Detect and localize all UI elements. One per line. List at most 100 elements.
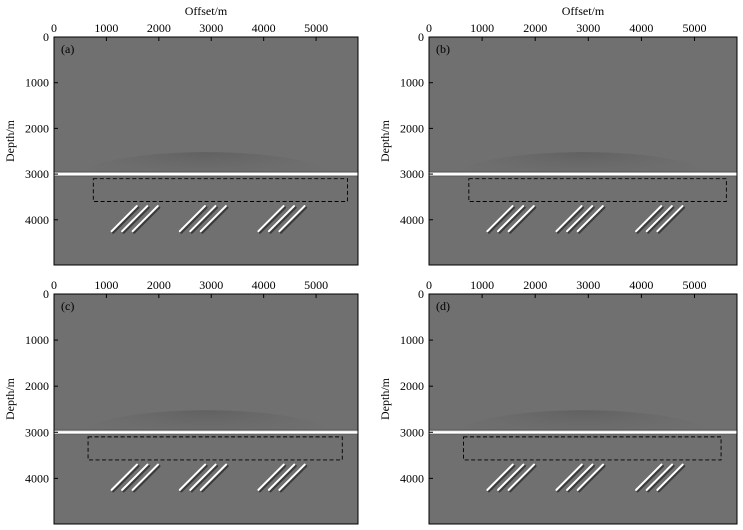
panel-c: 0 1000 2000 3000 4000 5000 0 1000 2000 3000 4000 De… bbox=[3, 278, 359, 525]
y-tick-label: 1000 bbox=[25, 76, 49, 90]
y-tick-label: 4000 bbox=[400, 213, 424, 227]
x-axis-title: Offset/m bbox=[185, 4, 228, 18]
fault-event bbox=[267, 205, 296, 233]
panel-frame bbox=[428, 293, 738, 525]
fault-shadow bbox=[279, 206, 308, 234]
fault-shadow bbox=[269, 464, 297, 493]
image-content bbox=[429, 410, 737, 493]
highlight-dashed-box bbox=[468, 178, 727, 202]
x-tick-label: 3000 bbox=[576, 21, 600, 35]
x-tick-label: 2000 bbox=[523, 21, 547, 35]
reflector-shadow bbox=[78, 410, 334, 463]
fault-event bbox=[110, 463, 139, 491]
fault-shadow bbox=[657, 464, 686, 493]
fault-shadow bbox=[647, 464, 675, 493]
x-tick-label: 5000 bbox=[304, 278, 328, 292]
panel-label: (c) bbox=[61, 299, 74, 313]
fault-event bbox=[497, 205, 525, 233]
fault-event bbox=[189, 463, 217, 491]
fault-shadow bbox=[567, 464, 596, 493]
x-tick-label: 2000 bbox=[147, 21, 171, 35]
y-tick-label: 4000 bbox=[400, 471, 424, 485]
fault-event bbox=[507, 205, 535, 233]
fault-shadow bbox=[636, 464, 665, 493]
x-tick-label: 3000 bbox=[199, 278, 223, 292]
y-tick-label: 3000 bbox=[25, 167, 49, 181]
x-tick-label: 2000 bbox=[523, 278, 547, 292]
fault-event bbox=[486, 463, 514, 491]
fault-event bbox=[555, 205, 583, 233]
fault-shadow bbox=[567, 206, 595, 234]
fault-event bbox=[278, 205, 306, 233]
x-tick-label: 1000 bbox=[94, 21, 118, 35]
panel-b: 0 1000 2000 3000 4000 5000 0 1000 2000 3000 4000 Of… bbox=[378, 4, 738, 266]
fault-event bbox=[199, 463, 228, 491]
image-content bbox=[54, 410, 358, 493]
fault-shadow bbox=[180, 206, 208, 234]
reflector-event bbox=[54, 171, 358, 177]
fault-event bbox=[257, 205, 285, 233]
x-tick-label: 3000 bbox=[199, 21, 223, 35]
panel-d: 0 1000 2000 3000 4000 5000 0 1000 2000 3000 4000 De… bbox=[378, 278, 738, 525]
reflector-shadow bbox=[453, 152, 713, 205]
x-tick-label: 5000 bbox=[304, 21, 328, 35]
highlight-dashed-box bbox=[463, 436, 722, 461]
y-tick-label: 1000 bbox=[25, 333, 49, 347]
fault-shadow bbox=[498, 206, 526, 234]
reflector-event bbox=[54, 429, 358, 435]
y-axis-title: Depth/m bbox=[378, 119, 392, 162]
fault-shadow bbox=[201, 464, 229, 493]
y-tick-label: 3000 bbox=[25, 425, 49, 439]
fault-event bbox=[645, 463, 674, 491]
fault-shadow bbox=[556, 206, 585, 234]
fault-event bbox=[566, 463, 594, 491]
fault-event bbox=[555, 463, 583, 491]
fault-event bbox=[566, 205, 594, 233]
fault-event bbox=[656, 205, 684, 233]
fault-event bbox=[497, 463, 525, 491]
x-tick-label: 0 bbox=[51, 278, 57, 292]
x-tick-label: 5000 bbox=[683, 278, 707, 292]
highlight-dashed-box bbox=[92, 178, 348, 202]
image-content bbox=[429, 152, 737, 234]
panel-a: 0 1000 2000 3000 4000 5000 0 1000 2000 3000 4000 Of… bbox=[3, 4, 359, 266]
image-background bbox=[429, 37, 737, 265]
fault-shadow bbox=[269, 206, 297, 234]
image-content bbox=[54, 152, 358, 234]
fault-shadow bbox=[636, 206, 664, 234]
fault-shadow bbox=[112, 206, 140, 234]
panel-frame bbox=[428, 36, 738, 266]
fault-event bbox=[507, 463, 536, 491]
fault-shadow bbox=[498, 464, 526, 493]
y-tick-label: 1000 bbox=[400, 76, 424, 90]
fault-shadow bbox=[190, 464, 219, 493]
fault-event bbox=[178, 205, 206, 233]
fault-shadow bbox=[487, 464, 516, 493]
fault-shadow bbox=[112, 464, 140, 493]
x-tick-label: 4000 bbox=[252, 21, 276, 35]
fault-shadow bbox=[556, 464, 585, 493]
fault-event bbox=[576, 463, 605, 491]
fault-shadow bbox=[122, 464, 151, 493]
x-tick-label: 0 bbox=[426, 278, 432, 292]
y-tick-label: 1000 bbox=[400, 333, 424, 347]
fault-event bbox=[576, 205, 604, 233]
panel-frame bbox=[53, 293, 359, 525]
fault-event bbox=[178, 463, 207, 491]
fault-shadow bbox=[122, 206, 150, 234]
y-tick-label: 0 bbox=[418, 30, 424, 44]
fault-event bbox=[278, 463, 306, 491]
fault-event bbox=[199, 205, 227, 233]
fault-event bbox=[635, 205, 663, 233]
highlight-dashed-box bbox=[87, 436, 343, 461]
fault-event bbox=[131, 463, 159, 491]
y-tick-label: 3000 bbox=[400, 425, 424, 439]
fault-event bbox=[131, 205, 159, 233]
fault-shadow bbox=[133, 206, 161, 234]
image-background bbox=[54, 37, 358, 265]
reflector-shadow bbox=[453, 410, 713, 463]
fault-event bbox=[635, 463, 663, 491]
y-tick-label: 2000 bbox=[25, 121, 49, 135]
y-tick-label: 0 bbox=[43, 287, 49, 301]
